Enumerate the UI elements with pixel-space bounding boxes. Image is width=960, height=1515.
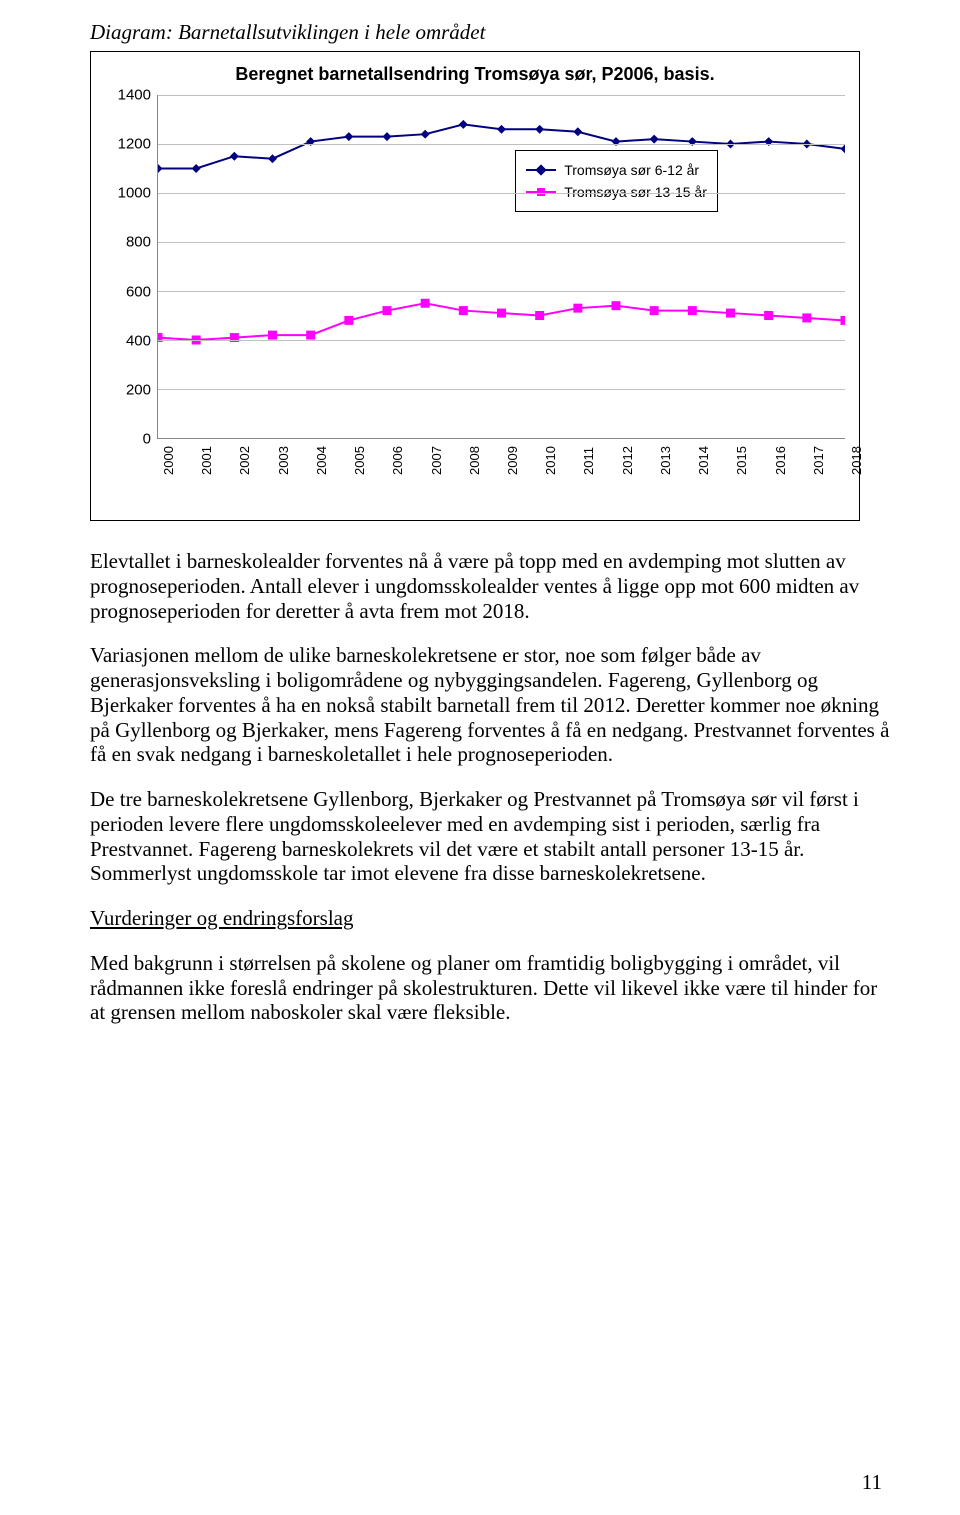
series-marker: [192, 164, 201, 173]
series-marker: [230, 152, 239, 161]
gridline: [158, 144, 845, 145]
y-tick-label: 800: [105, 234, 151, 251]
series-marker: [688, 306, 697, 315]
x-tick-label: 2011: [581, 447, 596, 475]
legend-label: Tromsøya sør 13-15 år: [564, 184, 707, 200]
gridline: [158, 193, 845, 194]
x-tick-label: 2015: [734, 446, 749, 475]
x-tick-label: 2001: [199, 446, 214, 475]
series-marker: [535, 125, 544, 134]
chart-body: 0200400600800100012001400 Tromsøya sør 6…: [105, 95, 845, 475]
y-tick-label: 200: [105, 381, 151, 398]
x-tick-label: 2017: [811, 446, 826, 475]
paragraph-2: Variasjonen mellom de ulike barneskolekr…: [90, 643, 890, 767]
legend-row: Tromsøya sør 13-15 år: [526, 181, 707, 203]
page: Diagram: Barnetallsutviklingen i hele om…: [0, 0, 960, 1515]
series-marker: [764, 311, 773, 320]
plot-wrap: Tromsøya sør 6-12 år Tromsøya sør 13-15 å…: [157, 95, 845, 475]
series-marker: [497, 309, 506, 318]
series-marker: [459, 120, 468, 129]
chart-title: Beregnet barnetallsendring Tromsøya sør,…: [105, 64, 845, 85]
x-tick-label: 2003: [276, 446, 291, 475]
series-marker: [268, 331, 277, 340]
x-tick-label: 2009: [505, 446, 520, 475]
x-tick-label: 2002: [237, 446, 252, 475]
gridline: [158, 340, 845, 341]
series-marker: [573, 304, 582, 313]
chart-legend: Tromsøya sør 6-12 år Tromsøya sør 13-15 å…: [515, 150, 718, 212]
section-heading: Vurderinger og endringsforslag: [90, 906, 890, 931]
y-tick-label: 1400: [105, 87, 151, 104]
x-axis-labels: 2000 2001 2002 2003 2004 2005 2006 2007 2008 2009…: [157, 441, 845, 475]
paragraph-4: Med bakgrunn i størrelsen på skolene og …: [90, 951, 890, 1025]
x-tick-label: 2000: [161, 446, 176, 475]
x-tick-label: 2016: [773, 446, 788, 475]
series-line: [158, 124, 845, 168]
x-tick-label: 2006: [390, 446, 405, 475]
series-svg: [158, 95, 845, 438]
x-tick-label: 2012: [620, 446, 635, 475]
x-tick-label: 2008: [467, 446, 482, 475]
y-tick-label: 1200: [105, 136, 151, 153]
series-marker: [306, 331, 315, 340]
x-tick-label: 2004: [314, 446, 329, 475]
gridline: [158, 389, 845, 390]
series-line: [158, 303, 845, 340]
legend-label: Tromsøya sør 6-12 år: [564, 162, 699, 178]
series-marker: [612, 301, 621, 310]
body-text: Elevtallet i barneskolealder forventes n…: [90, 549, 890, 1025]
x-tick-label: 2010: [543, 446, 558, 475]
y-tick-label: 1000: [105, 185, 151, 202]
series-marker: [268, 154, 277, 163]
x-tick-label: 2013: [658, 446, 673, 475]
series-marker: [344, 316, 353, 325]
series-marker: [841, 316, 845, 325]
series-marker: [573, 127, 582, 136]
gridline: [158, 95, 845, 96]
series-marker: [650, 306, 659, 315]
series-marker: [726, 309, 735, 318]
legend-row: Tromsøya sør 6-12 år: [526, 159, 707, 181]
series-marker: [421, 299, 430, 308]
page-number: 11: [862, 1470, 882, 1495]
y-axis: 0200400600800100012001400: [105, 95, 157, 475]
x-tick-label: 2005: [352, 446, 367, 475]
gridline: [158, 291, 845, 292]
y-tick-label: 400: [105, 332, 151, 349]
paragraph-3: De tre barneskolekretsene Gyllenborg, Bj…: [90, 787, 890, 886]
series-marker: [383, 306, 392, 315]
gridline: [158, 242, 845, 243]
series-marker: [802, 313, 811, 322]
x-tick-label: 2007: [429, 446, 444, 475]
legend-swatch: [526, 169, 556, 171]
x-tick-label: 2018: [849, 446, 864, 475]
y-tick-label: 0: [105, 431, 151, 448]
plot-area: Tromsøya sør 6-12 år Tromsøya sør 13-15 å…: [157, 95, 845, 439]
series-marker: [459, 306, 468, 315]
series-marker: [383, 132, 392, 141]
series-marker: [497, 125, 506, 134]
series-marker: [535, 311, 544, 320]
paragraph-1: Elevtallet i barneskolealder forventes n…: [90, 549, 890, 623]
series-marker: [158, 164, 162, 173]
series-marker: [344, 132, 353, 141]
diagram-title: Diagram: Barnetallsutviklingen i hele om…: [90, 20, 890, 45]
y-tick-label: 600: [105, 283, 151, 300]
series-marker: [650, 135, 659, 144]
x-tick-label: 2014: [696, 446, 711, 475]
series-marker: [841, 144, 845, 153]
chart-frame: Beregnet barnetallsendring Tromsøya sør,…: [90, 51, 860, 521]
series-marker: [421, 130, 430, 139]
